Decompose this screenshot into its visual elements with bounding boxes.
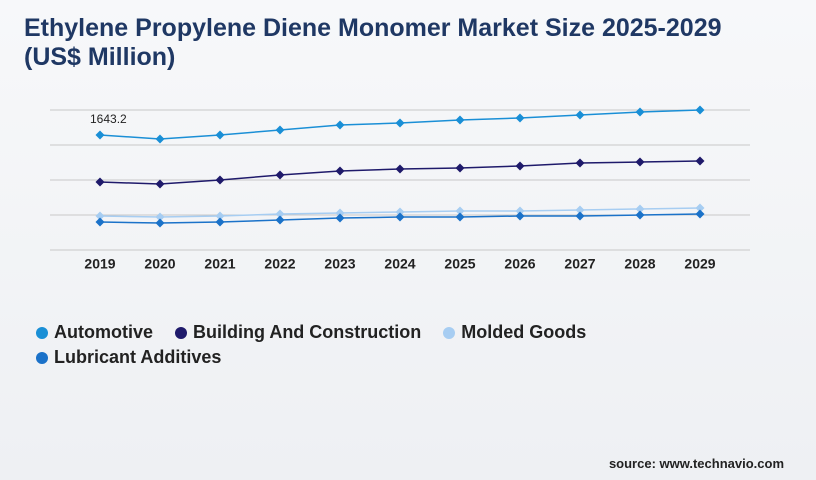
legend: Automotive Building And Construction Molde…	[36, 322, 636, 368]
data-point	[215, 130, 225, 140]
data-point	[515, 206, 525, 216]
x-tick-label: 2025	[444, 256, 475, 272]
legend-item: Automotive	[36, 322, 153, 343]
data-point	[455, 163, 465, 173]
data-point	[395, 207, 405, 217]
data-point	[575, 158, 585, 168]
data-point	[95, 177, 105, 187]
x-tick-label: 2020	[144, 256, 175, 272]
data-point	[215, 217, 225, 227]
x-tick-label: 2022	[264, 256, 295, 272]
data-point	[215, 211, 225, 221]
data-point	[395, 212, 405, 222]
data-point	[635, 204, 645, 214]
data-label: 1643.2	[90, 112, 127, 126]
x-tick-label: 2021	[204, 256, 235, 272]
x-tick-label: 2026	[504, 256, 535, 272]
legend-label: Automotive	[54, 322, 153, 342]
x-tick-label: 2023	[324, 256, 355, 272]
data-point	[695, 203, 705, 213]
data-point	[695, 209, 705, 219]
legend-marker	[36, 326, 48, 339]
data-point	[695, 156, 705, 166]
legend-label: Molded Goods	[461, 322, 587, 342]
data-point	[275, 209, 285, 219]
data-point	[95, 211, 105, 221]
data-point	[155, 212, 165, 222]
data-point	[335, 213, 345, 223]
legend-label: Building And Construction	[193, 322, 422, 342]
source: source: www.technavio.com	[608, 456, 784, 471]
legend-marker	[443, 326, 456, 339]
legend-marker	[36, 351, 48, 364]
data-point	[455, 115, 465, 125]
data-point	[515, 113, 525, 123]
legend-item: Lubricant Additives	[36, 347, 221, 368]
data-point	[455, 212, 465, 222]
data-point	[695, 105, 705, 115]
data-point	[395, 118, 405, 128]
legend-label: Lubricant Additives	[54, 347, 222, 367]
x-tick-label: 2019	[84, 256, 115, 272]
data-point	[575, 110, 585, 120]
x-tick-label: 2024	[384, 256, 415, 272]
data-point	[155, 179, 165, 189]
data-point	[575, 211, 585, 221]
x-tick-label: 2028	[624, 256, 655, 272]
data-point	[395, 164, 405, 174]
data-point	[635, 157, 645, 167]
data-point	[95, 130, 105, 140]
data-point	[635, 210, 645, 220]
data-point	[155, 134, 165, 144]
data-point	[455, 206, 465, 216]
data-point	[515, 211, 525, 221]
chart-title: Ethylene Propylene Diene Monomer Market …	[24, 14, 722, 71]
legend-marker	[175, 326, 187, 339]
data-point	[275, 170, 285, 180]
data-point	[335, 208, 345, 218]
data-point	[275, 125, 285, 135]
data-point	[215, 175, 225, 185]
x-tick-label: 2029	[684, 256, 715, 272]
data-point	[635, 107, 645, 117]
data-point	[515, 161, 525, 171]
data-point	[155, 218, 165, 228]
data-point	[95, 217, 105, 227]
legend-item: Building And Construction	[175, 322, 421, 343]
data-point	[575, 205, 585, 215]
data-point	[335, 120, 345, 130]
legend-item: Molded Goods	[443, 322, 586, 343]
x-tick-label: 2027	[564, 256, 595, 272]
data-point	[275, 215, 285, 225]
data-point	[335, 166, 345, 176]
